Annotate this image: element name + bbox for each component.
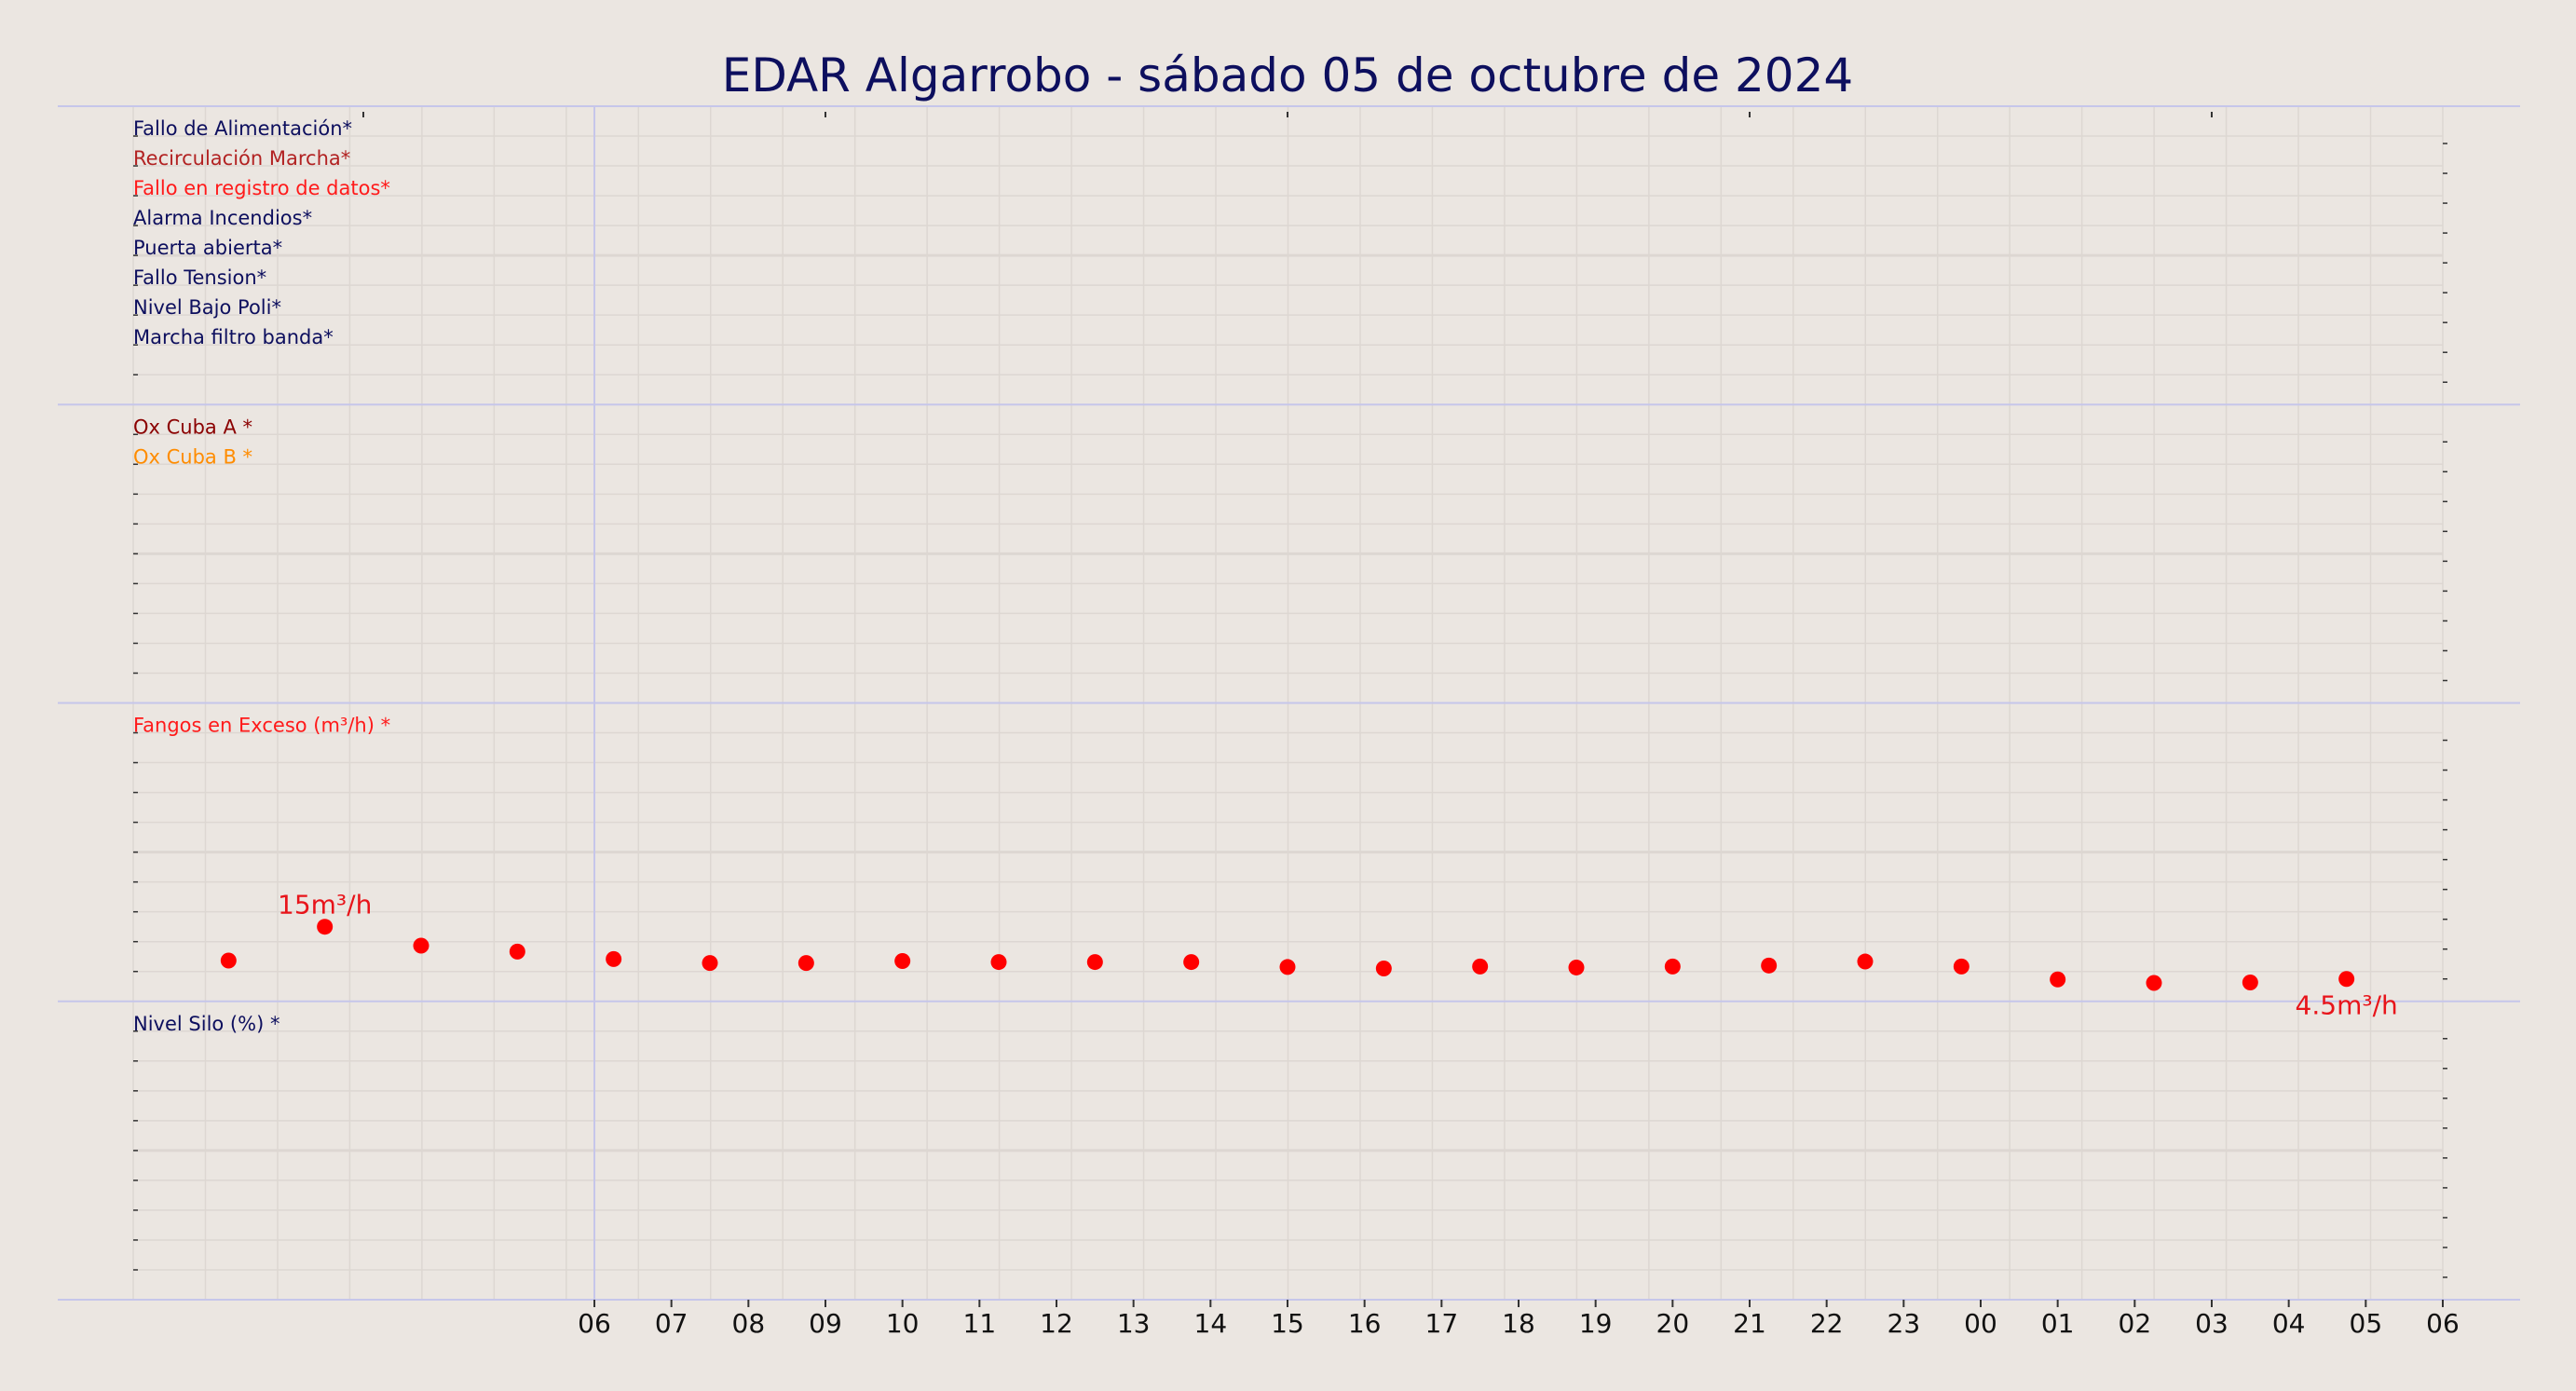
x-tick-label: 20 [1656, 1308, 1690, 1339]
x-tick-label: 10 [886, 1308, 920, 1339]
x-tick-label: 12 [1040, 1308, 1073, 1339]
x-tick-label: 13 [1117, 1308, 1151, 1339]
legend-item: Puerta abierta* [133, 237, 282, 259]
x-tick-label: 16 [1348, 1308, 1382, 1339]
x-tick-label: 06 [578, 1308, 611, 1339]
legend-item: Nivel Bajo Poli* [133, 296, 281, 319]
x-tick-label: 18 [1502, 1308, 1535, 1339]
data-point [1857, 953, 1874, 970]
chart-title: EDAR Algarrobo - sábado 05 de octubre de… [722, 48, 1853, 102]
point-annotation: 4.5m³/h [2296, 990, 2398, 1021]
data-point [1664, 958, 1681, 975]
data-point [894, 953, 911, 970]
data-point [990, 954, 1007, 971]
x-tick-label: 21 [1733, 1308, 1766, 1339]
data-point [1183, 954, 1200, 971]
data-point [2050, 971, 2066, 988]
legend-item: Fallo en registro de datos* [133, 177, 390, 199]
legend-item: Recirculación Marcha* [133, 147, 350, 170]
data-point [2242, 974, 2258, 990]
x-tick-label: 07 [655, 1308, 688, 1339]
x-tick-label: 05 [2350, 1308, 2383, 1339]
x-tick-label: 01 [2041, 1308, 2075, 1339]
legend-item: Nivel Silo (%) * [133, 1013, 279, 1035]
x-tick-label: 15 [1271, 1308, 1304, 1339]
legend-item: Ox Cuba B * [133, 445, 252, 468]
data-point [220, 952, 237, 969]
legend-item: Marcha filtro banda* [133, 326, 334, 348]
x-tick-label: 06 [2426, 1308, 2460, 1339]
x-tick-label: 22 [1810, 1308, 1844, 1339]
data-point [1568, 959, 1585, 975]
x-tick-label: 00 [1964, 1308, 1997, 1339]
x-tick-label: 03 [2195, 1308, 2228, 1339]
data-point [702, 955, 718, 972]
panels: Fallo de Alimentación* Recirculación Marc… [58, 105, 2520, 1301]
legend-item: Fangos en Exceso (m³/h) * [133, 715, 390, 737]
point-annotation: 15m³/h [278, 890, 372, 921]
data-point [1761, 957, 1778, 974]
data-point [1279, 959, 1296, 975]
data-point [509, 943, 525, 960]
annotations: 15m³/h 4.5m³/h [278, 890, 2398, 1021]
data-point [606, 950, 622, 967]
x-tick-label: 19 [1579, 1308, 1613, 1339]
x-axis-ticks: 06 07 08 09 10 11 12 13 14 15 16 17 18 19 20 21 22 23 00 01… [578, 1300, 2460, 1339]
legend-item: Fallo de Alimentación* [133, 117, 352, 140]
data-point [1472, 958, 1489, 975]
x-tick-label: 14 [1194, 1308, 1228, 1339]
x-tick-label: 11 [963, 1308, 997, 1339]
data-point [1375, 961, 1392, 977]
data-point [413, 937, 429, 954]
data-point [1086, 954, 1103, 971]
x-tick-label: 04 [2272, 1308, 2306, 1339]
legend-item: Alarma Incendios* [133, 207, 312, 229]
legend-item: Fallo Tension* [133, 266, 266, 289]
data-points [220, 919, 2355, 991]
data-point [317, 919, 334, 935]
x-tick-label: 02 [2119, 1308, 2152, 1339]
x-tick-label: 08 [732, 1308, 766, 1339]
x-tick-label: 09 [809, 1308, 842, 1339]
x-tick-label: 23 [1888, 1308, 1921, 1339]
data-point [2146, 975, 2162, 991]
x-tick-label: 17 [1425, 1308, 1459, 1339]
data-point [2338, 971, 2355, 988]
legend-item: Ox Cuba A * [133, 416, 252, 438]
data-point [797, 955, 814, 972]
data-point [1953, 958, 1969, 975]
